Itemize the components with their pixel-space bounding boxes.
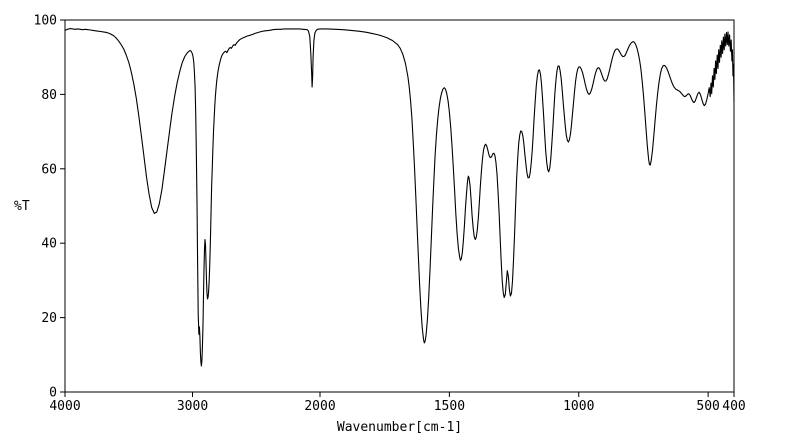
x-axis: 4000 3000 2000 1500 1000 500 400 bbox=[49, 392, 746, 414]
y-tick-label: 0 bbox=[49, 386, 57, 401]
x-tick-label: 1000 bbox=[563, 399, 594, 414]
y-tick-label: 100 bbox=[34, 14, 57, 29]
x-tick-label: 3000 bbox=[177, 399, 208, 414]
y-tick-label: 60 bbox=[41, 162, 57, 177]
x-axis-title: Wavenumber[cm-1] bbox=[337, 420, 462, 435]
x-tick-label: 4000 bbox=[49, 399, 80, 414]
plot-frame bbox=[64, 19, 735, 393]
y-tick-label: 80 bbox=[41, 88, 57, 103]
y-tick-label: 40 bbox=[41, 237, 57, 252]
y-axis-title: %T bbox=[14, 199, 30, 214]
x-tick-label: 1500 bbox=[434, 399, 465, 414]
x-tick-label: 400 bbox=[722, 399, 745, 414]
x-tick-label: 500 bbox=[696, 399, 719, 414]
spectrum-curve bbox=[64, 28, 735, 367]
y-axis: 0 20 40 60 80 100 bbox=[34, 14, 65, 401]
spectrum-line bbox=[64, 28, 735, 367]
y-tick-label: 20 bbox=[41, 311, 57, 326]
x-tick-label: 2000 bbox=[304, 399, 335, 414]
